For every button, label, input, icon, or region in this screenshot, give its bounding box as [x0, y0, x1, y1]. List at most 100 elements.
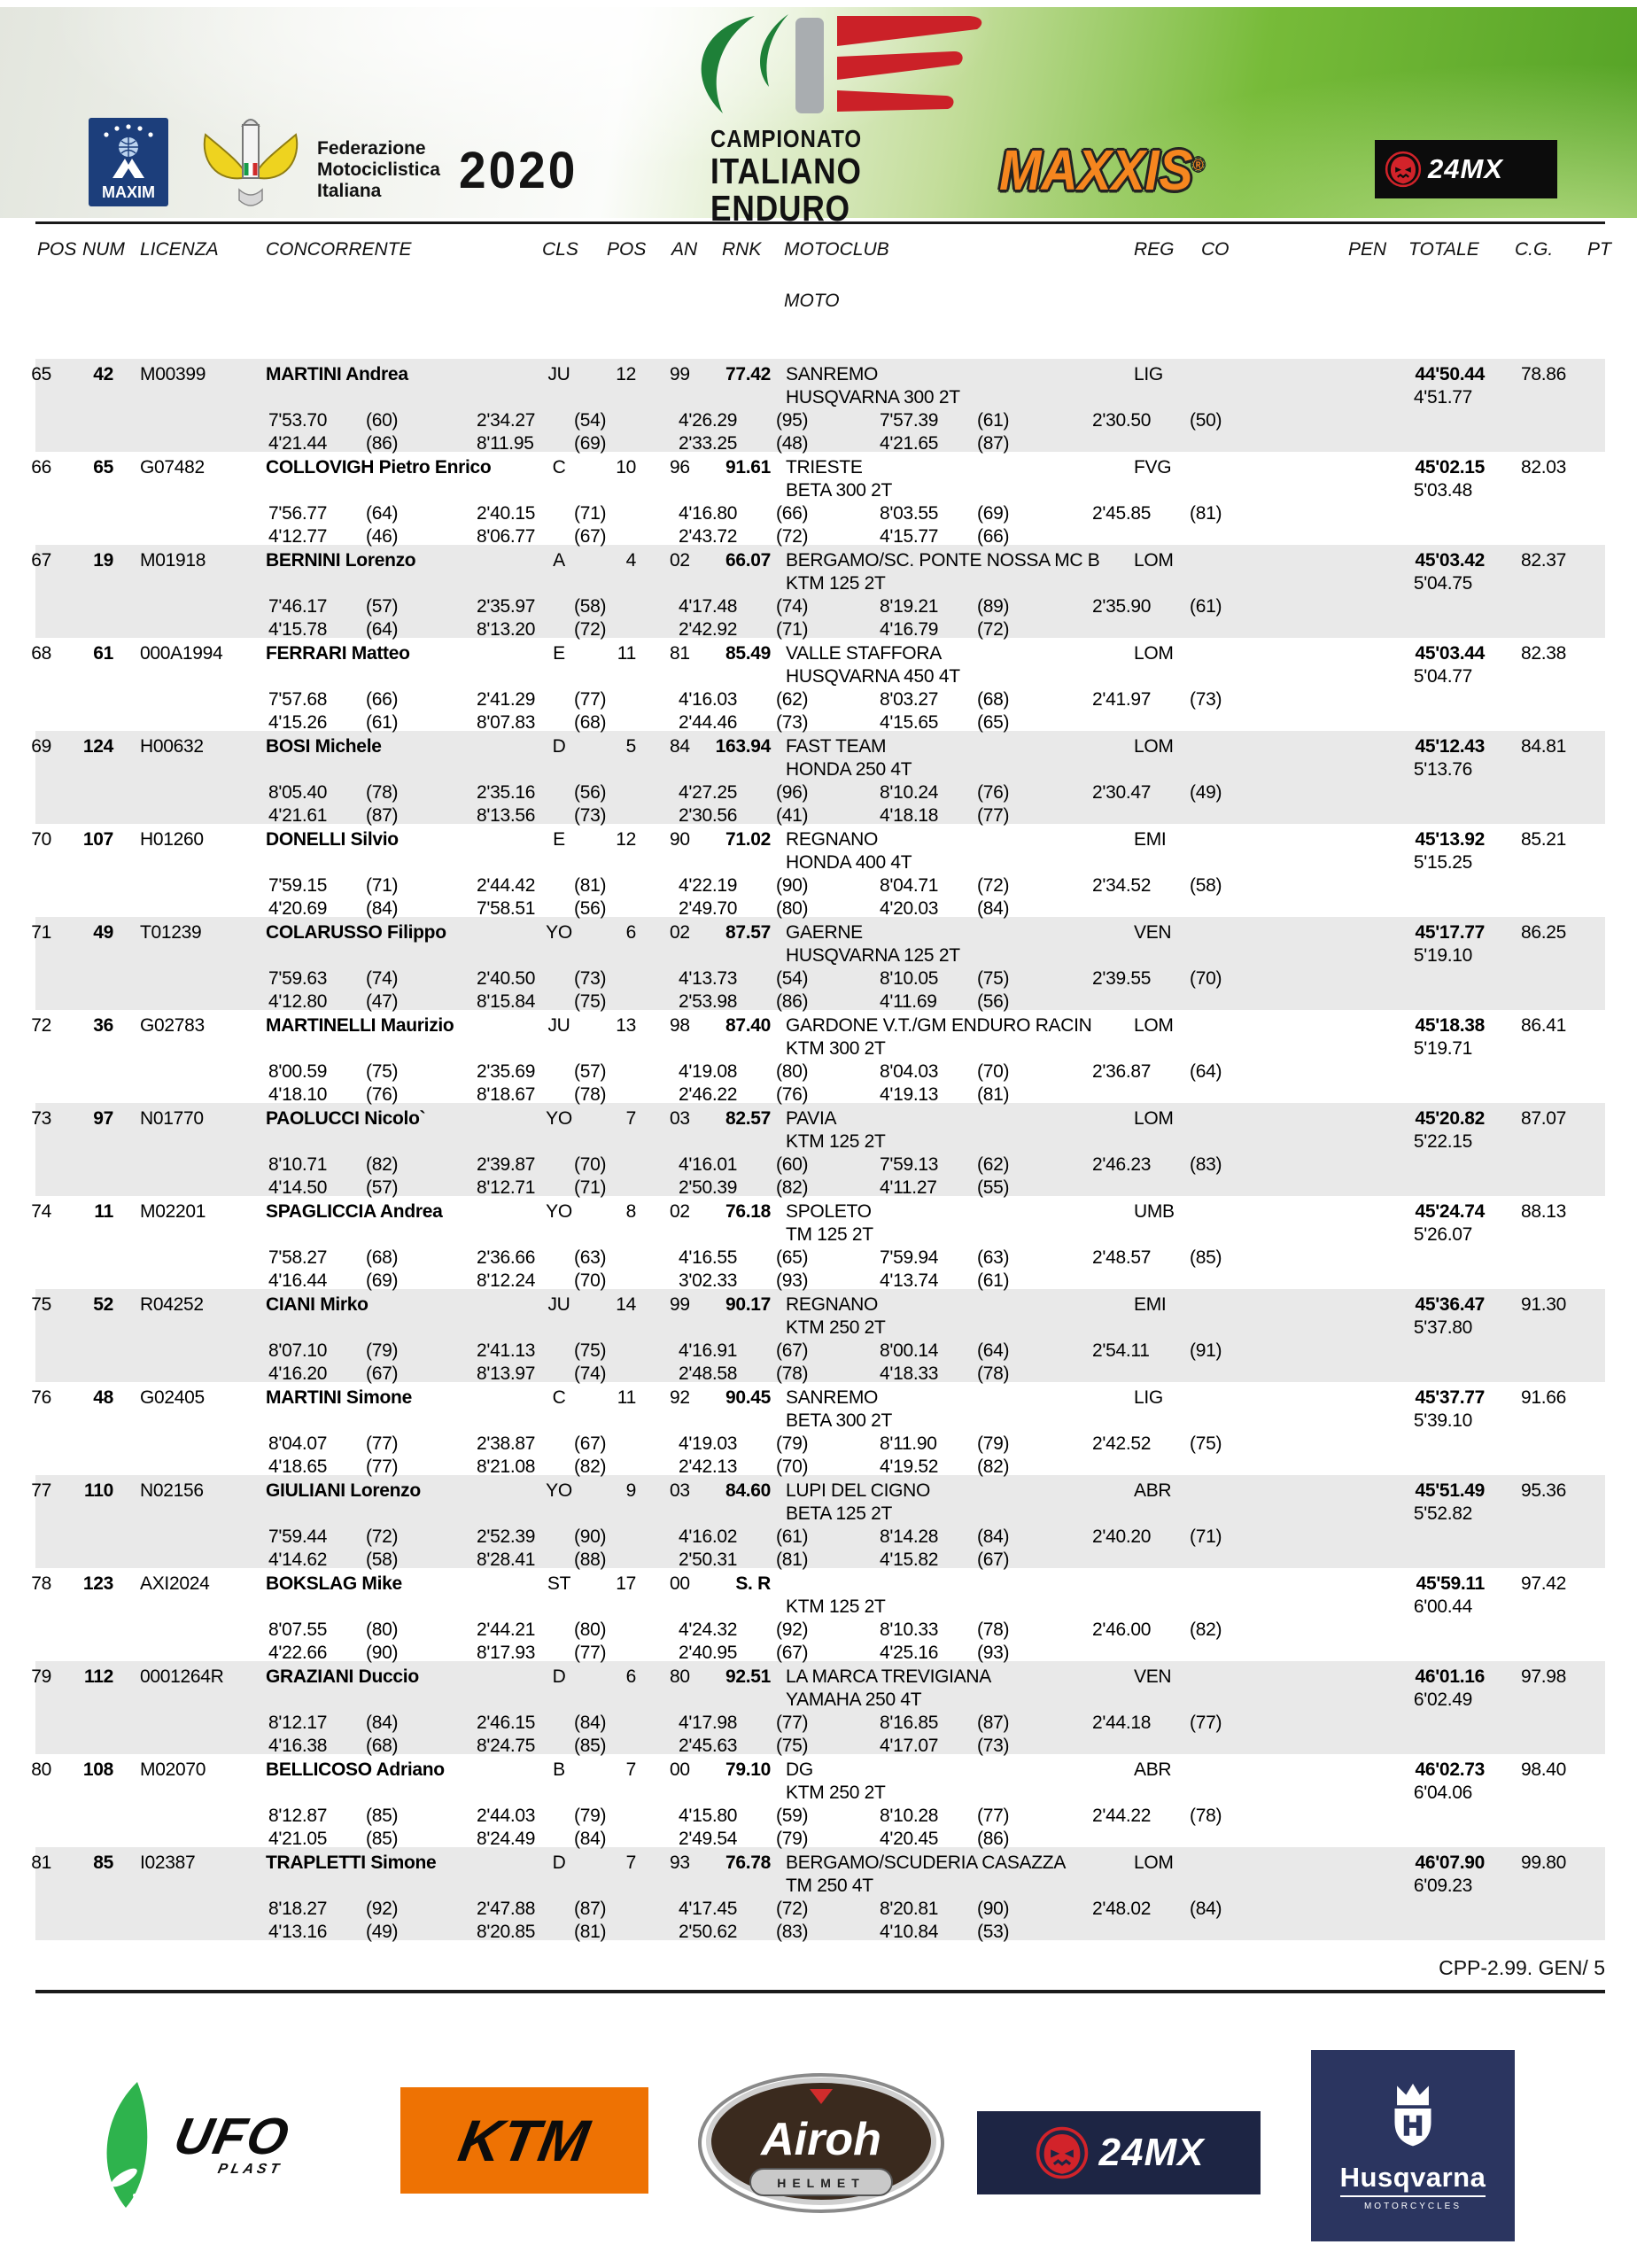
region: LIG [1134, 364, 1163, 384]
total-gap-time: 5'19.71 [1413, 1038, 1472, 1059]
race-number: 52 [93, 1294, 113, 1315]
footer-divider [35, 1990, 1605, 1993]
stage-rank: (80) [776, 1061, 809, 1082]
stage-time: 8'18.67 [477, 1084, 536, 1105]
maxim-wordmark: MAXIM [102, 183, 155, 201]
stage-rank: (64) [366, 503, 399, 524]
total-time: 46'07.90 [1415, 1852, 1485, 1873]
result-row: 69 124 H00632 BOSI Michele D 5 84 163.94 FAST TE… [0, 731, 1637, 826]
stage-rank: (63) [977, 1247, 1010, 1268]
stage-time: 2'48.57 [1092, 1247, 1152, 1268]
total-gap-time: 5'37.80 [1413, 1317, 1472, 1338]
col-header-licenza: LICENZA [140, 239, 219, 260]
stage-time: 2'35.97 [477, 596, 536, 617]
stage-rank: (61) [366, 712, 399, 733]
stage-time: 4'13.16 [268, 1922, 328, 1942]
stage-time: 2'34.27 [477, 410, 536, 431]
stage-time: 8'16.85 [880, 1713, 939, 1733]
birth-year: 92 [670, 1387, 690, 1408]
class: D [552, 1852, 566, 1873]
class-position: 12 [616, 829, 636, 850]
motoclub: LUPI DEL CIGNO [786, 1480, 931, 1501]
class-position: 4 [625, 550, 637, 571]
license-code: AXI2024 [140, 1573, 210, 1594]
stage-time: 4'19.08 [679, 1061, 738, 1082]
stage-time: 8'00.59 [268, 1061, 328, 1082]
stage-rank: (57) [366, 596, 399, 617]
stage-time: 8'12.24 [477, 1270, 536, 1291]
stage-rank: (84) [977, 1526, 1010, 1547]
ranking: 66.07 [725, 550, 771, 571]
stage-rank: (91) [1190, 1340, 1222, 1361]
motoclub: FAST TEAM [786, 736, 887, 757]
rider-name: CIANI Mirko [266, 1294, 369, 1315]
stage-rank: (67) [574, 526, 607, 547]
ktm-logo: KTM [400, 2087, 648, 2194]
result-row: 75 52 R04252 CIANI Mirko JU 14 99 90.17 REGNANO E… [0, 1289, 1637, 1384]
ranking: 77.42 [725, 364, 771, 384]
stage-rank: (72) [776, 526, 809, 547]
stage-time: 2'35.69 [477, 1061, 536, 1082]
stage-time: 4'20.69 [268, 898, 328, 919]
stage-rank: (58) [1190, 875, 1222, 896]
header-banner: MAXIM Federazione Motociclistica Italian… [0, 7, 1637, 227]
ranking: S. R [735, 1573, 771, 1594]
stage-time: 8'12.71 [477, 1177, 536, 1198]
stage-time: 7'57.39 [880, 410, 939, 431]
motoclub: BERGAMO/SC. PONTE NOSSA MC B [786, 550, 1100, 571]
region: FVG [1134, 457, 1172, 478]
birth-year: 84 [670, 736, 690, 757]
motoclub: REGNANO [786, 829, 879, 850]
rider-name: TRAPLETTI Simone [266, 1852, 437, 1873]
stage-rank: (76) [366, 1084, 399, 1105]
col-header-moto: MOTO [784, 291, 840, 311]
stage-time: 2'46.23 [1092, 1154, 1152, 1175]
class: JU [547, 1294, 570, 1315]
stage-time: 8'24.75 [477, 1736, 536, 1756]
airoh-logo: Airoh HELMET [698, 2073, 944, 2213]
stage-rank: (57) [366, 1177, 399, 1198]
ranking: 76.18 [725, 1201, 771, 1222]
stage-rank: (58) [366, 1550, 399, 1570]
race-number: 97 [93, 1108, 113, 1129]
stage-time: 2'40.95 [679, 1643, 738, 1663]
total-gap-time: 6'00.44 [1413, 1596, 1472, 1617]
stage-time: 2'44.18 [1092, 1713, 1152, 1733]
ranking: 85.49 [725, 643, 771, 664]
stage-rank: (70) [574, 1154, 607, 1175]
race-number: 110 [84, 1480, 113, 1501]
stage-rank: (61) [776, 1526, 809, 1547]
motorcycle: HONDA 400 4T [786, 852, 912, 873]
stage-rank: (84) [574, 1829, 607, 1849]
stage-rank: (81) [776, 1550, 809, 1570]
class: YO [546, 1201, 572, 1222]
gap-value: 82.03 [1520, 457, 1566, 478]
birth-year: 02 [670, 922, 690, 943]
rider-name: PAOLUCCI Nicolo` [266, 1108, 426, 1129]
stage-time: 2'48.02 [1092, 1899, 1152, 1919]
stage-rank: (74) [776, 596, 809, 617]
col-header-totale: TOTALE [1408, 239, 1479, 260]
rider-name: COLARUSSO Filippo [266, 922, 446, 943]
region: LOM [1134, 550, 1174, 571]
stage-time: 4'16.44 [268, 1270, 328, 1291]
stage-rank: (77) [776, 1713, 809, 1733]
overall-position: 65 [31, 364, 51, 384]
stage-rank: (66) [366, 689, 399, 710]
stage-rank: (79) [776, 1829, 809, 1849]
col-header-motoclub: MOTOCLUB [784, 239, 889, 260]
stage-rank: (75) [776, 1736, 809, 1756]
class: YO [546, 1480, 572, 1501]
stage-time: 4'11.69 [880, 991, 937, 1012]
stage-time: 2'38.87 [477, 1433, 536, 1454]
race-number: 85 [93, 1852, 113, 1873]
stage-rank: (49) [366, 1922, 399, 1942]
region: LOM [1134, 643, 1174, 664]
class-position: 17 [616, 1573, 636, 1594]
stage-rank: (84) [977, 898, 1010, 919]
total-gap-time: 5'04.75 [1413, 573, 1472, 594]
stage-rank: (61) [1190, 596, 1222, 617]
stage-time: 4'10.84 [880, 1922, 939, 1942]
result-row: 79 112 0001264R GRAZIANI Duccio D 6 80 92.51 LA … [0, 1661, 1637, 1756]
stage-rank: (79) [366, 1340, 399, 1361]
